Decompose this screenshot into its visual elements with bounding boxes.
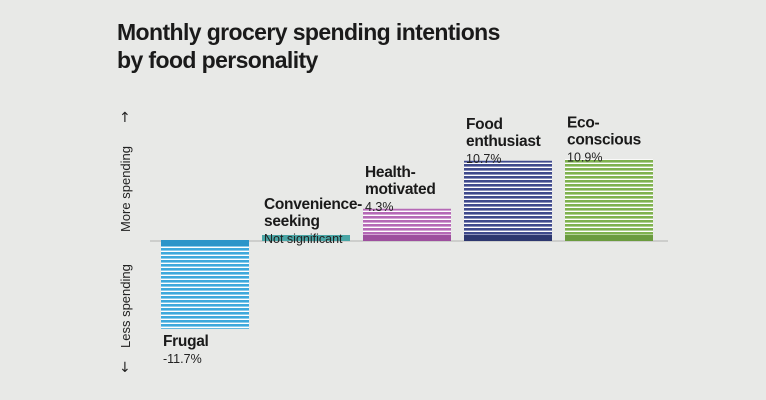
bar-baseline-band [363, 235, 451, 241]
bar-name-label: seeking [264, 213, 320, 230]
bar-value-label: Not significant [264, 232, 343, 246]
less-spending-label: Less spending [118, 264, 133, 348]
bar-food-enthusiast [464, 160, 552, 241]
bar-value-label: 10.7% [466, 152, 501, 166]
down-arrow-icon: ↓ [119, 360, 131, 376]
bar-name-label: Convenience- [264, 196, 362, 213]
bar-name-label: Eco- [567, 114, 600, 131]
up-arrow-icon: ↑ [119, 110, 131, 126]
bar-frugal [161, 240, 249, 329]
bar-name-label: Frugal [163, 333, 209, 350]
bar-name-label: conscious [567, 131, 641, 148]
chart-subtitle: by food personality [117, 47, 318, 73]
bar-baseline-band [565, 235, 653, 241]
bar-name-label: Health- [365, 164, 416, 181]
bar-name-label: enthusiast [466, 133, 541, 150]
bar-value-label: 4.3% [365, 200, 394, 214]
bar-name-label: Food [466, 116, 503, 133]
bar-fill [161, 241, 249, 329]
bar-value-label: -11.7% [163, 352, 202, 366]
bar-value-label: 10.9% [567, 150, 602, 164]
bar-health-motivated [363, 208, 451, 241]
bar-fill [565, 159, 653, 241]
chart-title-line-1: Monthly grocery spending intentions [117, 19, 500, 45]
bar-name-label: motivated [365, 181, 436, 198]
more-spending-label: More spending [118, 146, 133, 232]
bar-baseline-band [464, 235, 552, 241]
bar-baseline-band [161, 240, 249, 246]
bar-baseline-band [262, 235, 350, 241]
chart-title: Monthly grocery spending intentions by f… [117, 18, 637, 74]
bar-fill [464, 160, 552, 241]
bar-convenience-seeking [262, 235, 350, 241]
bar-eco-conscious [565, 159, 653, 241]
